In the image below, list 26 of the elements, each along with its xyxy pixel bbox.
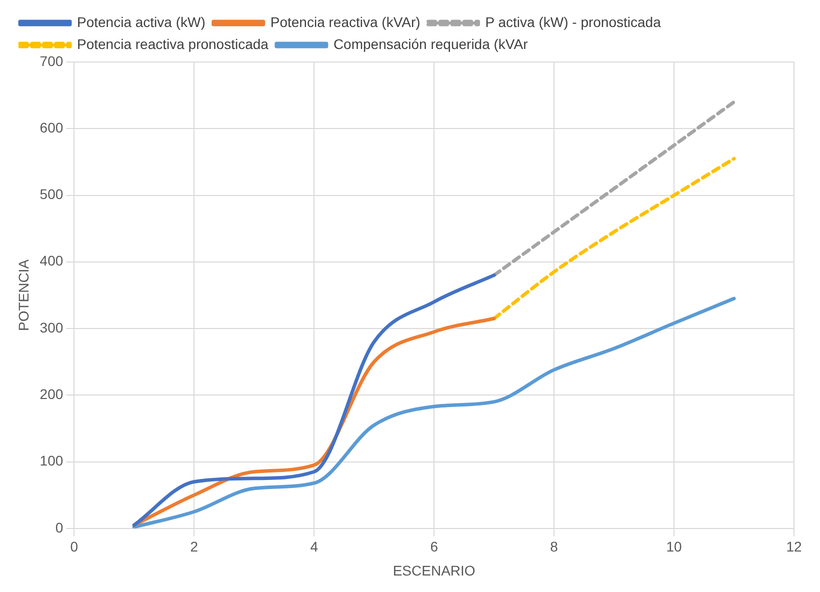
x-tick-label: 0: [70, 538, 78, 555]
y-tick-label: 0: [55, 519, 64, 536]
y-tick-label: 400: [40, 252, 64, 269]
legend-label: P activa (kW) - pronosticada: [485, 14, 662, 30]
line-series: [132, 273, 496, 527]
line-series: [492, 156, 736, 320]
x-tick-label: 4: [310, 538, 318, 555]
y-tick-label: 200: [40, 386, 64, 402]
y-axis-title: POTENCIA: [15, 258, 32, 331]
y-tick-label: 100: [40, 452, 64, 469]
y-tick-label: 700: [40, 52, 64, 69]
legend-label: Potencia activa (kW): [77, 14, 206, 30]
legend-label: Potencia reactiva pronosticada: [77, 36, 269, 52]
x-tick-label: 10: [666, 538, 682, 555]
y-tick-label: 300: [40, 319, 64, 336]
x-tick-label: 12: [786, 538, 802, 555]
line-series: [492, 100, 736, 277]
legend-label: Compensación requerida (kVAr: [333, 36, 528, 52]
x-tick-label: 6: [430, 538, 438, 555]
line-series: [132, 296, 736, 528]
y-tick-label: 600: [40, 119, 64, 136]
x-axis-title: ESCENARIO: [392, 562, 476, 578]
x-tick-label: 2: [190, 538, 198, 555]
x-tick-label: 8: [550, 538, 558, 555]
y-tick-label: 500: [40, 186, 64, 202]
legend-label: Potencia reactiva (kVAr): [270, 14, 420, 30]
